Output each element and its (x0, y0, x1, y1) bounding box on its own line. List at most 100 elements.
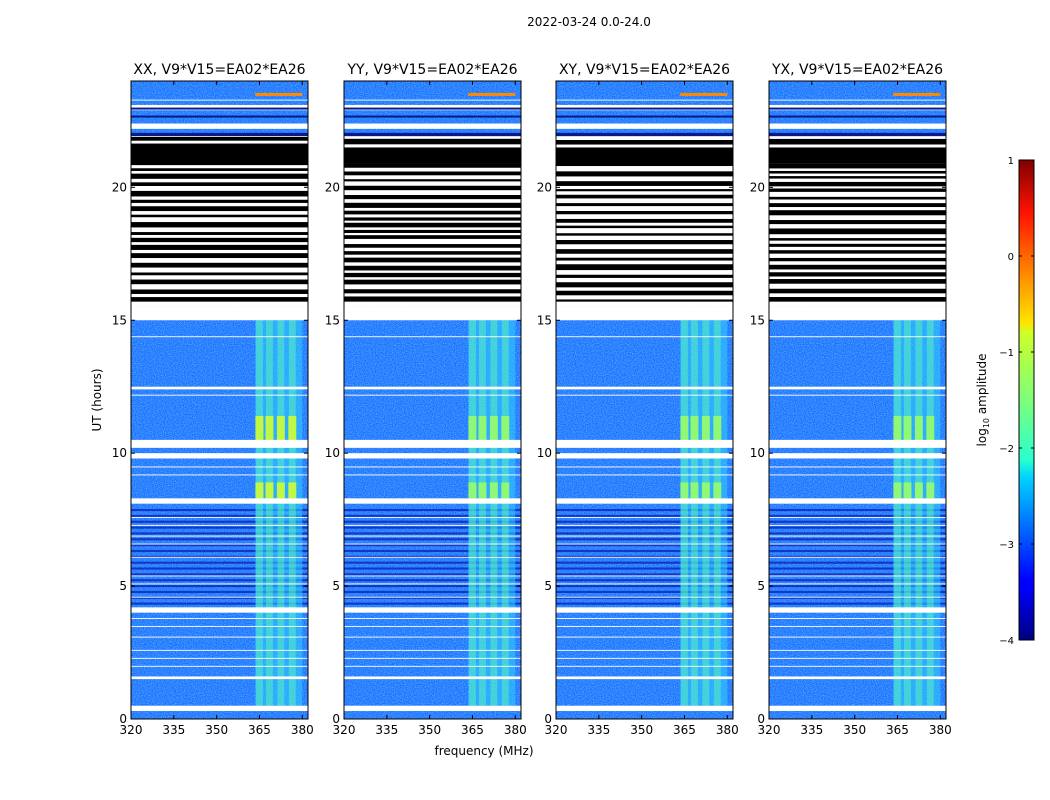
flag-line (769, 336, 946, 338)
flag-line (769, 625, 946, 627)
dark-stripe (556, 218, 733, 223)
dark-stripe (769, 147, 946, 164)
dark-stripe (769, 134, 946, 137)
y-tick-label: 10 (325, 446, 340, 460)
dark-stripe (344, 202, 521, 208)
dark-stripe (769, 220, 946, 225)
low-band (344, 532, 521, 535)
low-band (131, 514, 308, 517)
low-band (131, 579, 308, 582)
bright-block (468, 415, 477, 446)
dark-stripe (769, 115, 946, 118)
rfi-line (468, 92, 516, 96)
bright-block (926, 482, 935, 499)
dark-stripe (556, 107, 733, 110)
panel-title: YX, V9*V15=EA02*EA26 (771, 62, 943, 78)
flagged-row (769, 386, 946, 390)
flag-line (344, 516, 521, 518)
flagged-row (131, 498, 308, 504)
axes-frame (768, 80, 947, 720)
flag-line (131, 625, 308, 627)
dark-stripe (344, 257, 521, 263)
low-band (769, 526, 946, 529)
flagged-row (556, 498, 733, 504)
low-band (556, 561, 733, 564)
flagged-row (344, 386, 521, 390)
flag-line (556, 556, 733, 558)
flag-line (769, 575, 946, 577)
dark-stripe (769, 163, 946, 169)
flag-line (344, 99, 521, 101)
flagged-row (556, 676, 733, 680)
dark-stripe (131, 199, 308, 203)
flag-line (344, 575, 521, 577)
low-band (556, 538, 733, 541)
low-band (131, 590, 308, 593)
flagged-row (344, 123, 521, 129)
panel-0: 320 335 350 365 380 0 5 10 15 20 XX, V9*V15=EA02*E… (112, 62, 314, 737)
active-band (255, 320, 303, 706)
dark-stripe (131, 168, 308, 171)
y-tick-label: 15 (537, 313, 552, 327)
dark-stripe (344, 279, 521, 285)
active-channel (490, 320, 498, 706)
x-tick-label: 365 (461, 723, 484, 737)
axes-frame (555, 80, 734, 720)
flagged-row (556, 705, 733, 712)
dark-stripe (556, 147, 733, 164)
flag-line (131, 649, 308, 651)
low-band (556, 590, 733, 593)
flag-line (344, 524, 521, 526)
low-band (131, 538, 308, 541)
dark-stripe (556, 210, 733, 215)
bright-block (255, 482, 264, 499)
x-tick-label: 320 (758, 723, 781, 737)
y-tick-label: 10 (537, 446, 552, 460)
colorbar: 10−1−2−3−4 log10 amplitude (975, 156, 1035, 647)
flagged-row (131, 705, 308, 712)
bright-block (690, 482, 699, 499)
flag-line (131, 617, 308, 619)
flag-line (131, 524, 308, 526)
flag-line (556, 617, 733, 619)
flag-line (769, 556, 946, 558)
dark-stripe (769, 288, 946, 294)
dark-stripe (556, 249, 733, 254)
flag-line (556, 535, 733, 537)
flag-line (769, 583, 946, 585)
flagged-row (131, 607, 308, 613)
flag-line (556, 394, 733, 396)
y-tick-label: 5 (332, 579, 340, 593)
dark-stripe (556, 290, 733, 296)
axes-frame (130, 80, 309, 720)
rfi-line (255, 92, 303, 96)
active-band (468, 320, 516, 706)
low-band (556, 567, 733, 570)
dark-stripe (344, 272, 521, 278)
dark-stripe (556, 171, 733, 177)
active-channel (266, 320, 273, 706)
bright-block (478, 482, 487, 499)
flag-line (769, 394, 946, 396)
colorbar-tick-label: −3 (999, 540, 1014, 551)
x-tick-label: 335 (587, 723, 610, 737)
flag-line (131, 657, 308, 659)
bright-block (489, 482, 498, 499)
dark-stripe (556, 134, 733, 137)
colorbar-tick-label: −1 (999, 348, 1014, 359)
low-band (556, 514, 733, 517)
active-channel (277, 320, 285, 706)
active-channel (256, 320, 263, 706)
flagged-row (344, 607, 521, 613)
dark-stripe (344, 265, 521, 271)
flagged-row (769, 306, 946, 321)
flag-line (769, 474, 946, 476)
low-band (769, 544, 946, 547)
low-band (556, 520, 733, 523)
x-tick-label: 350 (630, 723, 653, 737)
flag-line (131, 466, 308, 468)
dark-stripe (556, 132, 733, 135)
low-band (344, 602, 521, 605)
flag-line (556, 336, 733, 338)
